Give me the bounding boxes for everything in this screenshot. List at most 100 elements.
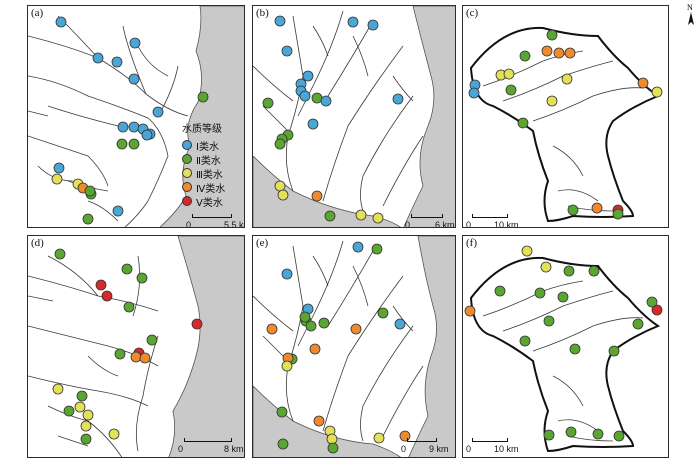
monitoring-site-marker	[347, 16, 359, 28]
scale-bar: 0 10 km	[466, 438, 536, 454]
map-a	[28, 6, 244, 227]
monitoring-site-marker	[541, 45, 553, 57]
monitoring-site-marker	[52, 383, 64, 395]
monitoring-site-marker	[326, 433, 338, 445]
monitoring-site-marker	[367, 19, 379, 31]
monitoring-site-marker	[139, 352, 151, 364]
monitoring-site-marker	[350, 323, 362, 335]
monitoring-site-marker	[55, 16, 67, 28]
map-c	[468, 26, 663, 223]
monitoring-site-marker	[517, 117, 529, 129]
grade-i-swatch	[182, 140, 192, 150]
legend-label: Ⅳ类水	[196, 183, 226, 195]
map-f	[464, 245, 663, 453]
monitoring-site-marker	[534, 287, 546, 299]
monitoring-site-marker	[646, 296, 658, 308]
monitoring-site-marker	[197, 91, 209, 103]
monitoring-site-marker	[557, 291, 569, 303]
monitoring-site-marker	[588, 265, 600, 277]
monitoring-site-marker	[543, 315, 555, 327]
map-panel-b: (b) 0 6 km	[252, 5, 456, 228]
monitoring-site-marker	[141, 129, 153, 141]
monitoring-site-marker	[468, 87, 480, 99]
monitoring-site-marker	[565, 426, 577, 438]
monitoring-site-marker	[313, 415, 325, 427]
scale-text: 6 km	[435, 220, 455, 228]
monitoring-site-marker	[54, 248, 66, 260]
scale-bar: 0 10 km	[466, 214, 536, 228]
monitoring-site-marker	[117, 121, 129, 133]
monitoring-site-marker	[63, 405, 75, 417]
monitoring-site-marker	[569, 343, 581, 355]
monitoring-site-marker	[553, 47, 565, 59]
monitoring-site-marker	[309, 343, 321, 355]
monitoring-site-marker	[392, 93, 404, 105]
panel-label: (f)	[466, 237, 477, 249]
monitoring-site-marker	[372, 212, 384, 224]
monitoring-site-marker	[123, 301, 135, 313]
monitoring-site-marker	[128, 138, 140, 150]
grade-iv-swatch	[182, 182, 192, 192]
monitoring-site-marker	[505, 84, 517, 96]
legend-label: Ⅱ类水	[196, 155, 221, 167]
monitoring-site-marker	[108, 428, 120, 440]
legend-item: Ⅰ类水	[182, 138, 252, 153]
scale-zero: 0	[466, 444, 472, 454]
legend-item: Ⅴ类水	[182, 194, 252, 209]
monitoring-site-marker	[377, 307, 389, 319]
monitoring-site-marker	[74, 401, 86, 413]
monitoring-site-marker	[543, 429, 555, 441]
monitoring-site-marker	[327, 442, 339, 454]
scale-bar: 0 5.5 km	[186, 214, 244, 227]
monitoring-site-marker	[592, 428, 604, 440]
monitoring-site-marker	[114, 348, 126, 360]
monitoring-site-marker	[111, 56, 123, 68]
monitoring-site-marker	[318, 317, 330, 329]
monitoring-site-marker	[311, 190, 323, 202]
grade-v-swatch	[182, 196, 192, 206]
monitoring-site-marker	[191, 318, 203, 330]
monitoring-site-marker	[274, 180, 286, 192]
monitoring-site-marker	[51, 173, 63, 185]
monitoring-site-marker	[613, 430, 625, 442]
monitoring-site-marker	[371, 243, 383, 255]
map-e	[253, 236, 455, 457]
monitoring-site-marker	[136, 272, 148, 284]
panel-label: (d)	[31, 237, 44, 249]
monitoring-site-marker	[307, 118, 319, 130]
grade-iii-swatch	[182, 168, 192, 178]
monitoring-site-marker	[266, 323, 278, 335]
monitoring-site-marker	[84, 185, 96, 197]
monitoring-site-marker	[80, 420, 92, 432]
monitoring-site-marker	[564, 47, 576, 59]
scale-bar: 0 8 km	[178, 438, 244, 454]
monitoring-site-marker	[637, 77, 649, 89]
grade-ii-swatch	[182, 154, 192, 164]
legend-item: Ⅱ类水	[182, 152, 252, 167]
scale-zero: 0	[405, 220, 411, 228]
monitoring-site-marker	[277, 438, 289, 450]
monitoring-site-marker	[299, 90, 311, 102]
monitoring-site-marker	[373, 432, 385, 444]
scale-text: 8 km	[224, 444, 244, 454]
legend-item: Ⅳ类水	[182, 180, 252, 195]
scale-zero: 0	[401, 444, 407, 454]
monitoring-site-marker	[281, 45, 293, 57]
monitoring-site-marker	[80, 433, 92, 445]
monitoring-site-marker	[121, 263, 133, 275]
monitoring-site-marker	[76, 390, 88, 402]
monitoring-site-marker	[503, 68, 515, 80]
scale-zero: 0	[466, 220, 472, 228]
monitoring-site-marker	[311, 92, 323, 104]
monitoring-site-marker	[355, 209, 367, 221]
monitoring-site-marker	[651, 304, 663, 316]
map-b	[253, 6, 455, 227]
scale-text: 10 km	[494, 444, 519, 454]
monitoring-site-marker	[494, 285, 506, 297]
scale-text: 10 km	[494, 220, 519, 228]
panel-label: (b)	[256, 7, 269, 19]
monitoring-site-marker	[352, 241, 364, 253]
map-d	[28, 236, 244, 457]
north-label: N	[687, 3, 693, 12]
monitoring-site-marker	[130, 351, 142, 363]
